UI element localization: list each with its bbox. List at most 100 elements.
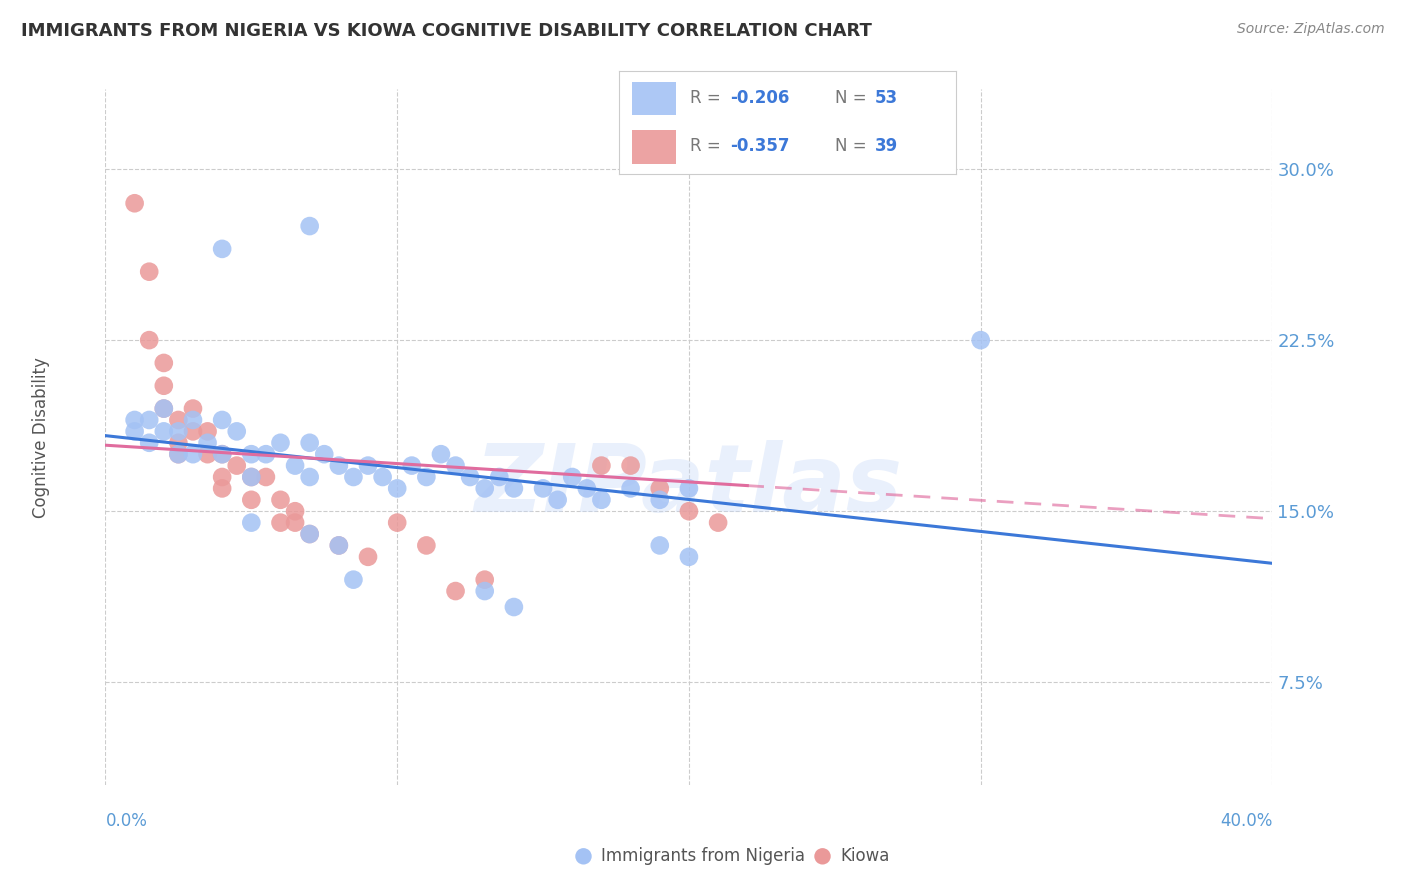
- Point: [153, 401, 174, 416]
- Point: [502, 600, 524, 615]
- Point: [181, 401, 204, 416]
- Point: [138, 435, 160, 450]
- Point: [138, 333, 160, 347]
- Point: [415, 538, 437, 552]
- Point: [269, 516, 292, 530]
- Text: -0.357: -0.357: [730, 137, 790, 155]
- Point: [225, 458, 247, 473]
- Point: [619, 482, 641, 496]
- Point: [357, 458, 380, 473]
- Point: [181, 425, 204, 439]
- Point: [648, 538, 671, 552]
- Point: [678, 549, 700, 564]
- Point: [572, 849, 595, 863]
- Point: [969, 333, 991, 347]
- Point: [124, 196, 146, 211]
- Point: [240, 447, 263, 461]
- Point: [153, 401, 174, 416]
- Point: [269, 492, 292, 507]
- Point: [298, 435, 321, 450]
- Point: [707, 516, 730, 530]
- Point: [371, 470, 394, 484]
- Text: R =: R =: [689, 89, 725, 107]
- Text: -0.206: -0.206: [730, 89, 789, 107]
- Text: 0.0%: 0.0%: [105, 813, 148, 830]
- Point: [357, 549, 380, 564]
- Point: [415, 470, 437, 484]
- Point: [298, 527, 321, 541]
- Point: [225, 425, 247, 439]
- Point: [254, 470, 277, 484]
- Point: [153, 378, 174, 392]
- Point: [240, 516, 263, 530]
- Point: [167, 425, 190, 439]
- Point: [328, 458, 350, 473]
- Text: ZIPatlas: ZIPatlas: [475, 440, 903, 532]
- Point: [284, 458, 307, 473]
- Point: [211, 482, 233, 496]
- Point: [211, 413, 233, 427]
- Point: [167, 447, 190, 461]
- Point: [444, 458, 467, 473]
- Point: [401, 458, 423, 473]
- Point: [385, 516, 408, 530]
- Point: [444, 584, 467, 599]
- Point: [488, 470, 510, 484]
- Point: [531, 482, 554, 496]
- Point: [458, 470, 481, 484]
- Point: [167, 447, 190, 461]
- Point: [430, 447, 453, 461]
- Point: [153, 356, 174, 370]
- Point: [474, 584, 496, 599]
- Point: [298, 527, 321, 541]
- Text: R =: R =: [689, 137, 725, 155]
- Point: [124, 425, 146, 439]
- Point: [298, 470, 321, 484]
- Text: IMMIGRANTS FROM NIGERIA VS KIOWA COGNITIVE DISABILITY CORRELATION CHART: IMMIGRANTS FROM NIGERIA VS KIOWA COGNITI…: [21, 22, 872, 40]
- Point: [575, 482, 598, 496]
- Point: [284, 504, 307, 518]
- Point: [197, 425, 219, 439]
- Point: [167, 413, 190, 427]
- Text: Source: ZipAtlas.com: Source: ZipAtlas.com: [1237, 22, 1385, 37]
- Point: [138, 265, 160, 279]
- Point: [591, 492, 613, 507]
- Point: [211, 242, 233, 256]
- Point: [197, 435, 219, 450]
- Point: [328, 538, 350, 552]
- Point: [342, 573, 364, 587]
- Text: N =: N =: [835, 137, 872, 155]
- Point: [211, 447, 233, 461]
- Point: [254, 447, 277, 461]
- Text: Cognitive Disability: Cognitive Disability: [32, 357, 51, 517]
- Text: Immigrants from Nigeria: Immigrants from Nigeria: [602, 847, 806, 865]
- Point: [342, 470, 364, 484]
- Point: [240, 470, 263, 484]
- Point: [181, 447, 204, 461]
- Point: [269, 435, 292, 450]
- Point: [474, 482, 496, 496]
- Point: [502, 482, 524, 496]
- Point: [298, 219, 321, 233]
- Point: [678, 504, 700, 518]
- Text: 40.0%: 40.0%: [1220, 813, 1272, 830]
- Text: Kiowa: Kiowa: [841, 847, 890, 865]
- Point: [1319, 265, 1341, 279]
- Point: [138, 413, 160, 427]
- Point: [328, 538, 350, 552]
- Text: 53: 53: [875, 89, 898, 107]
- Bar: [633, 81, 676, 115]
- Point: [385, 482, 408, 496]
- Point: [547, 492, 569, 507]
- Point: [648, 492, 671, 507]
- Point: [284, 516, 307, 530]
- Point: [314, 447, 336, 461]
- Point: [240, 470, 263, 484]
- Point: [211, 447, 233, 461]
- Point: [474, 573, 496, 587]
- Point: [678, 482, 700, 496]
- Point: [211, 470, 233, 484]
- Point: [591, 458, 613, 473]
- Point: [240, 492, 263, 507]
- Point: [561, 470, 583, 484]
